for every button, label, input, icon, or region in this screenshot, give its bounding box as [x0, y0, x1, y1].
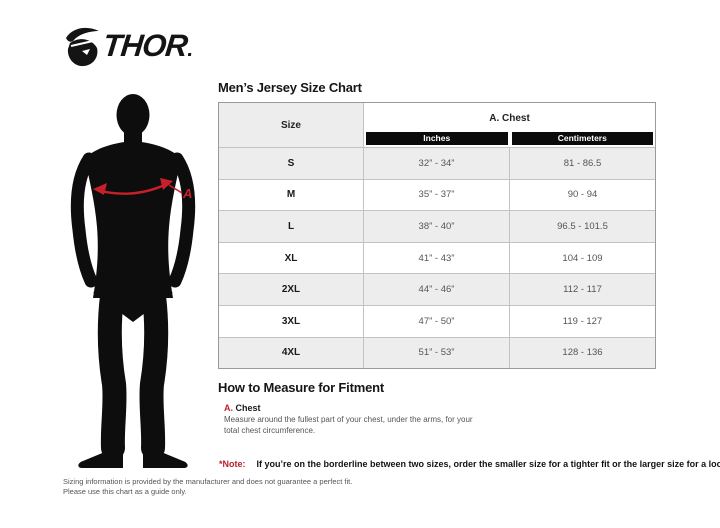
centimeters-value: 119 - 127: [508, 304, 657, 338]
size-chart-title: Men’s Jersey Size Chart: [218, 80, 362, 95]
inches-value: 44” - 46”: [363, 273, 510, 306]
howto-section-title: How to Measure for Fitment: [218, 380, 384, 395]
note-prefix: *Note:: [219, 459, 246, 469]
inches-unit-header: Inches: [366, 131, 508, 145]
inches-value: 32” - 34”: [363, 147, 510, 180]
chest-header-label: A. Chest: [489, 112, 530, 124]
chest-item-description: Measure around the fullest part of your …: [224, 415, 473, 436]
size-label: M: [218, 178, 364, 212]
brand-logo: THOR: [62, 25, 192, 67]
centimeters-unit-header: Centimeters: [511, 131, 654, 145]
disclaimer-line-2: Please use this chart as a guide only.: [63, 486, 187, 496]
ram-head-icon: [66, 27, 99, 67]
chest-item-name: Chest: [235, 403, 261, 413]
size-label: L: [218, 210, 364, 243]
description-line-2: total chest circumference.: [224, 425, 316, 435]
inches-value: 38” - 40”: [363, 210, 510, 243]
unit-header-bars: Inches Centimeters: [364, 131, 655, 147]
size-chart-table: Size A. Chest Inches Centimeters S 32” -…: [218, 102, 657, 370]
table-header-row: Size A. Chest Inches Centimeters: [218, 102, 657, 148]
chest-measure-arrow: A: [93, 178, 192, 201]
size-column-header: Size: [218, 102, 364, 148]
chest-item-title: A. Chest: [224, 403, 473, 413]
description-line-1: Measure around the fullest part of your …: [224, 415, 473, 424]
chest-column-header: A. Chest Inches Centimeters: [362, 102, 657, 148]
centimeters-value: 96.5 - 101.5: [508, 210, 657, 243]
disclaimer-line-1: Sizing information is provided by the ma…: [63, 477, 353, 486]
centimeters-value: 104 - 109: [508, 241, 657, 275]
table-row: 4XL 51” - 53” 128 - 136: [218, 336, 657, 370]
size-label: XL: [218, 241, 364, 275]
size-label: S: [218, 147, 364, 180]
sizing-note: *Note: If you’re on the borderline betwe…: [219, 459, 720, 469]
note-text: If you’re on the borderline between two …: [256, 459, 720, 469]
inches-value: 47” - 50”: [363, 304, 510, 338]
table-row: S 32” - 34” 81 - 86.5: [218, 147, 657, 180]
chest-measure-label: A: [182, 186, 192, 201]
size-label: 4XL: [218, 336, 364, 370]
chest-item-prefix: A.: [224, 403, 233, 413]
centimeters-value: 128 - 136: [508, 336, 657, 370]
inches-value: 51” - 53”: [363, 336, 510, 370]
size-label: 2XL: [218, 273, 364, 306]
centimeters-value: 81 - 86.5: [508, 147, 657, 180]
table-row: XL 41” - 43” 104 - 109: [218, 241, 657, 275]
centimeters-value: 90 - 94: [508, 178, 657, 212]
chest-measure-instructions: A. Chest Measure around the fullest part…: [224, 403, 473, 436]
centimeters-value: 112 - 117: [508, 273, 657, 306]
size-label: 3XL: [218, 304, 364, 338]
male-silhouette-graphic: A: [70, 94, 196, 468]
inches-value: 41” - 43”: [363, 241, 510, 275]
manufacturer-disclaimer: Sizing information is provided by the ma…: [63, 477, 352, 496]
table-row: 2XL 44” - 46” 112 - 117: [218, 273, 657, 306]
body-silhouette-figure: A: [70, 92, 212, 470]
table-row: M 35” - 37” 90 - 94: [218, 178, 657, 212]
inches-value: 35” - 37”: [363, 178, 510, 212]
brand-logo-text: THOR: [101, 25, 194, 67]
table-row: 3XL 47” - 50” 119 - 127: [218, 304, 657, 338]
table-row: L 38” - 40” 96.5 - 101.5: [218, 210, 657, 243]
